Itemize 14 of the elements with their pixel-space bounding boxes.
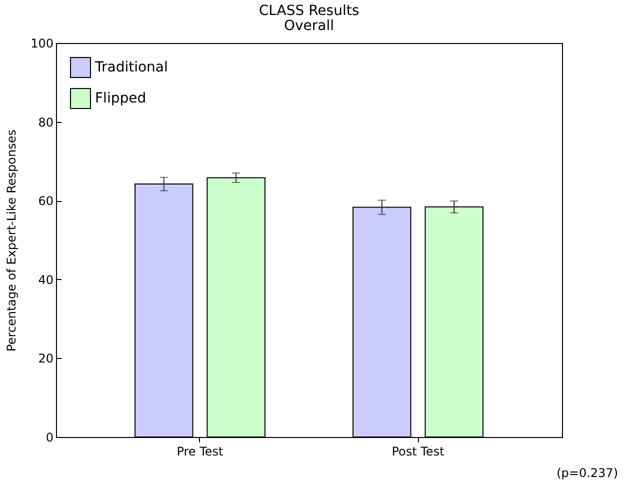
y-tick-label: 0 [46, 430, 54, 444]
y-tick-label: 40 [38, 272, 54, 287]
x-tick-label: Pre Test [176, 444, 224, 458]
text: (p=0.237) [556, 466, 618, 480]
y-tick-label: 20 [38, 352, 54, 366]
legend-label: Traditional [94, 60, 168, 76]
y-tick-label: 100 [30, 36, 54, 50]
y-tick-label: 80 [38, 115, 54, 130]
chart-subtitle: Overall [284, 18, 334, 34]
legend-label: Flipped [95, 90, 146, 106]
y-axis-title: Percentage of Expert-Like Responses [4, 130, 19, 352]
x-tick-label: Post Test [392, 444, 445, 458]
y-tick-label: 60 [38, 194, 54, 208]
chart-title: CLASS Results [258, 3, 360, 19]
